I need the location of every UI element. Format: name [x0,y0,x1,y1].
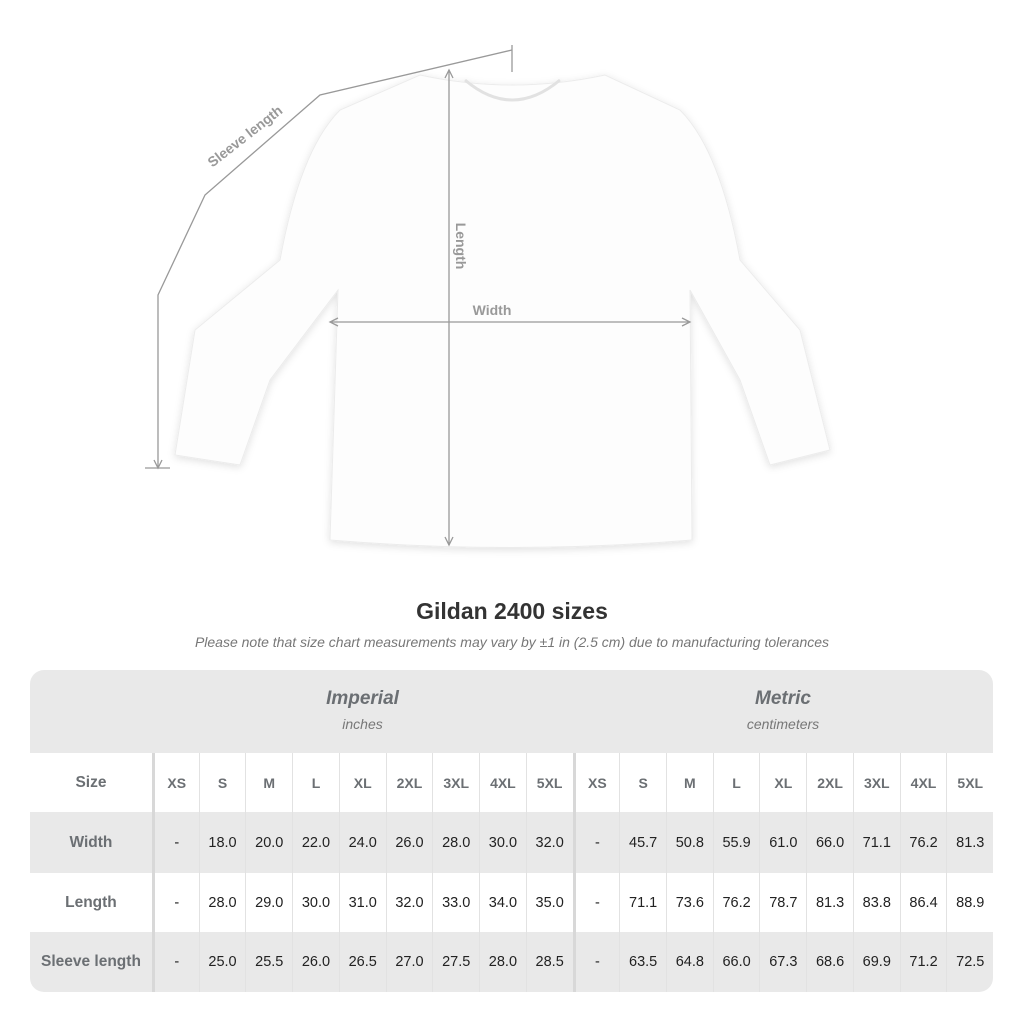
length-label: Length [453,223,469,270]
page-title: Gildan 2400 sizes [416,598,608,624]
metric-value-cell: 71.1 [619,873,666,932]
imperial-value-cell: 26.5 [338,932,386,992]
metric-value-cell: 81.3 [806,873,853,932]
row-label: Sleeve length [40,953,141,970]
metric-size-header: XL [759,753,806,812]
imperial-value-cell: 25.5 [245,932,292,992]
metric-value-cell: 67.3 [759,932,806,992]
imperial-value-cell: 30.0 [479,812,526,873]
imperial-value-cell: 20.0 [245,812,292,873]
imperial-value-cell: 35.0 [525,873,573,932]
metric-value-cell: 86.4 [899,873,947,932]
imperial-value-cell: 28.0 [432,812,479,873]
metric-value-cell: 45.7 [619,812,666,873]
metric-value-cell: 63.5 [619,932,666,992]
imperial-value-cell: - [151,873,199,932]
imperial-value-cell: 22.0 [292,812,339,873]
metric-value-cell: 73.6 [665,873,713,932]
metric-value-cell: 72.5 [946,932,993,992]
metric-size-header: 4XL [899,753,947,812]
imperial-value-cell: 24.0 [338,812,386,873]
shirt-shape [174,74,831,548]
metric-value-cell: 83.8 [852,873,900,932]
imperial-value-cell: 26.0 [385,812,433,873]
imperial-size-header: M [245,753,292,812]
imperial-value-cell: 27.0 [385,932,433,992]
imperial-value-cell: 26.0 [292,932,339,992]
metric-value-cell: 81.3 [946,812,993,873]
metric-unit: centimeters [746,716,820,732]
imperial-value-cell: 29.0 [245,873,292,932]
row-label: Size [75,773,107,791]
metric-value-cell: 64.8 [665,932,713,992]
imperial-value-cell: 34.0 [479,873,526,932]
imperial-size-header: 2XL [385,753,433,812]
imperial-value-cell: 28.0 [479,932,526,992]
row-label: Width [69,833,113,851]
metric-title: Metric [755,688,811,709]
table-row-sleeve-length: Sleeve length -25.0 25.5 26.0 26.5 27.0 27.5 28… [30,932,993,992]
imperial-title: Imperial [326,688,399,709]
metric-value-cell: 88.9 [946,873,993,932]
metric-size-header: M [665,753,713,812]
metric-size-header: 5XL [946,753,993,812]
imperial-value-cell: - [151,932,199,992]
metric-value-cell: 55.9 [712,812,760,873]
imperial-size-header: XS [151,753,199,812]
imperial-size-header: S [198,753,246,812]
imperial-value-cell: 32.0 [385,873,433,932]
metric-value-cell: 50.8 [665,812,713,873]
imperial-value-cell: 32.0 [525,812,573,873]
imperial-size-header: 3XL [432,753,479,812]
imperial-value-cell: 27.5 [432,932,479,992]
metric-size-header: 3XL [852,753,900,812]
imperial-size-header: XL [338,753,386,812]
shirt-illustration: Sleeve length Length Width [145,45,831,548]
measurement-lines [145,45,692,547]
metric-size-header: L [712,753,760,812]
imperial-group: Imperial inches [152,670,573,753]
metric-value-cell: 66.0 [806,812,853,873]
metric-value-cell: - [572,873,620,932]
table-row-length: Length -28.0 29.0 30.0 31.0 32.0 33.0 34.0 35.0-… [30,873,993,932]
metric-value-cell: 76.2 [712,873,760,932]
imperial-value-cell: - [151,812,199,873]
metric-value-cell: 78.7 [759,873,806,932]
imperial-value-cell: 28.5 [525,932,573,992]
table-row-width: Width -18.0 20.0 22.0 24.0 26.0 28.0 30.0 32.0-4… [30,812,993,873]
metric-value-cell: 76.2 [899,812,947,873]
metric-size-header: XS [572,753,620,812]
imperial-value-cell: 33.0 [432,873,479,932]
metric-value-cell: - [572,932,620,992]
imperial-unit: inches [342,716,383,732]
imperial-value-cell: 31.0 [338,873,386,932]
metric-value-cell: 69.9 [852,932,900,992]
imperial-value-cell: 25.0 [198,932,246,992]
metric-value-cell: 71.1 [852,812,900,873]
imperial-value-cell: 28.0 [198,873,246,932]
imperial-size-header: L [292,753,339,812]
imperial-value-cell: 30.0 [292,873,339,932]
metric-value-cell: 61.0 [759,812,806,873]
metric-group: Metric centimeters [573,670,993,753]
imperial-value-cell: 18.0 [198,812,246,873]
row-label: Length [65,893,117,911]
tolerance-note: Please note that size chart measurements… [194,634,830,650]
metric-value-cell: 66.0 [712,932,760,992]
metric-size-header: 2XL [806,753,853,812]
metric-value-cell: 68.6 [806,932,853,992]
width-label: Width [473,302,512,318]
header-row: Size XS S M L XL 2XL 3XL 4XL 5XL XS S M L XL 2XL 3XL 4XL 5… [30,753,993,812]
metric-value-cell: - [572,812,620,873]
imperial-size-header: 5XL [525,753,573,812]
size-table: Imperial inches Metric centimeters Size X… [30,670,993,992]
metric-value-cell: 71.2 [899,932,947,992]
imperial-size-header: 4XL [479,753,526,812]
metric-size-header: S [619,753,666,812]
